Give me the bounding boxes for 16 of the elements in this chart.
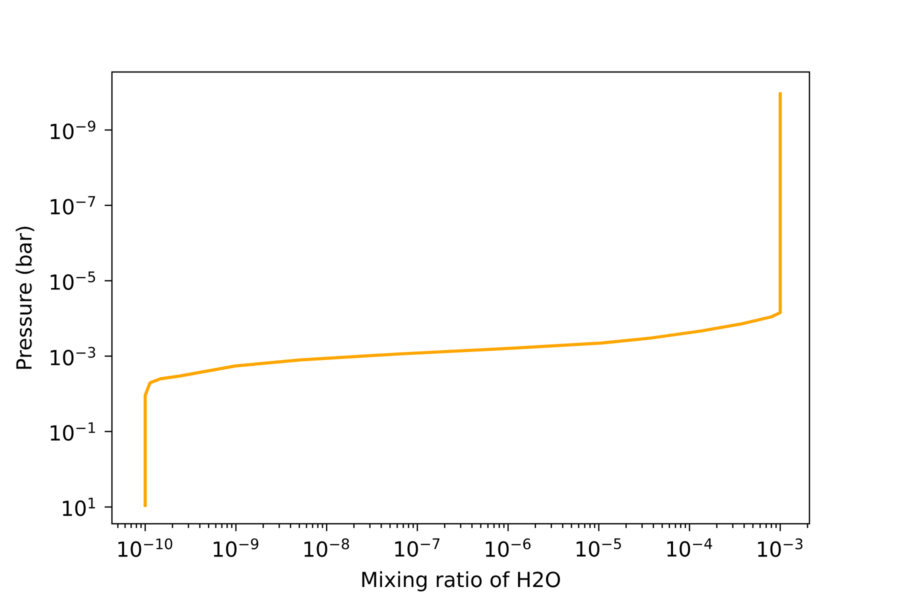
x-tick-label: 10$^{−6}$ [486,538,531,558]
x-tick-label: 10$^{−3}$ [758,538,802,558]
y-tick-label: 10$^{−1}$ [50,422,95,441]
x-tick-label: 10$^{−10}$ [118,538,172,558]
x-tick-label: 10$^{−9}$ [214,538,258,558]
x-axis-title: Mixing ratio of H2O [362,571,560,592]
y-tick-label: 10$^{−9}$ [50,120,96,140]
y-tick-label: 10$^{−5}$ [50,272,96,290]
x-tick-label: 10$^{−4}$ [667,538,712,557]
x-tick-label: 10$^{−8}$ [304,538,350,558]
y-axis-title: Pressure (bar) [16,226,34,369]
y-tick-label: 10$^{−7}$ [50,196,96,215]
y-tick-label: 10$^{1}$ [62,498,95,516]
x-tick-label: 10$^{−5}$ [576,538,621,557]
x-tick-label: 10$^{−7}$ [395,538,440,557]
y-tick-label: 10$^{−3}$ [50,346,96,366]
